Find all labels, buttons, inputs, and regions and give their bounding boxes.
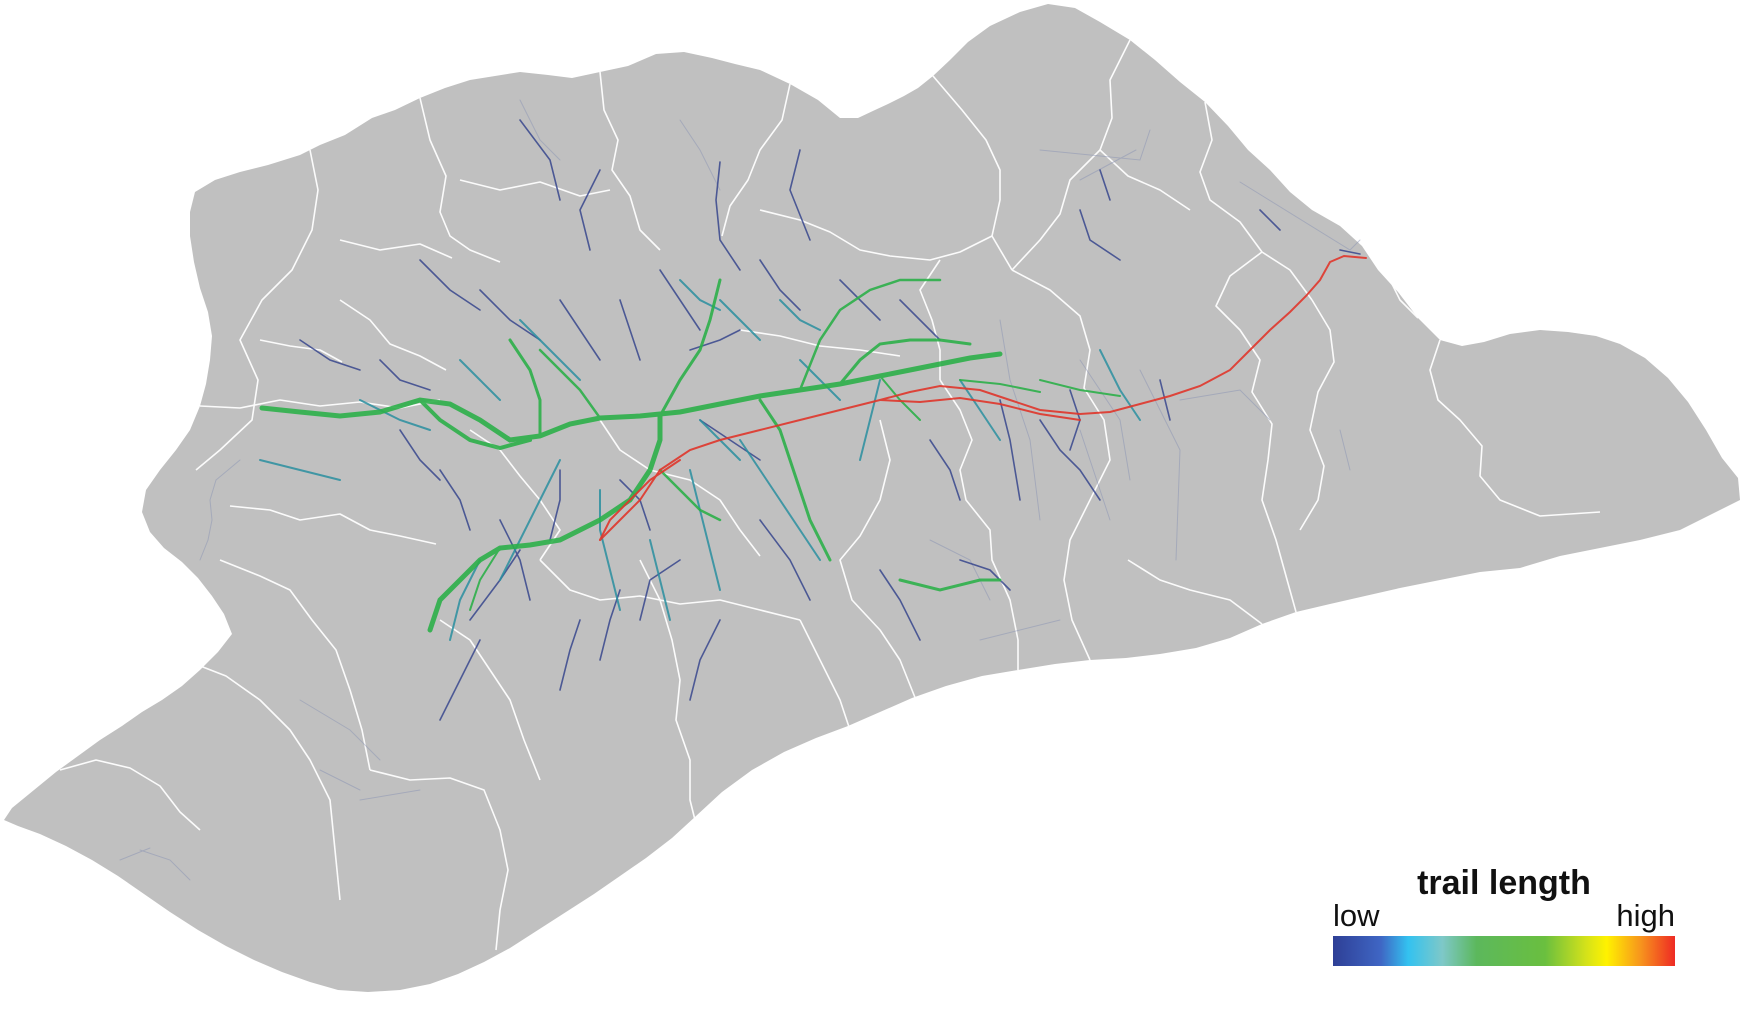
region-fill: [4, 4, 1740, 992]
legend-title: trail length: [1417, 864, 1591, 902]
legend-color-bar: [1333, 936, 1675, 966]
trails-green: [259, 278, 1121, 633]
trails-high: [599, 254, 1367, 541]
legend-high-label: high: [1616, 898, 1675, 933]
trails: [119, 99, 1367, 881]
trails-low: [299, 119, 1361, 721]
legend: trail length low high: [1331, 860, 1677, 972]
region-silhouette: [4, 4, 1740, 992]
trails-faint: [119, 99, 1361, 881]
trails-mid: [259, 279, 1141, 641]
legend-low-label: low: [1333, 898, 1380, 933]
municipality-borders: [59, 39, 1601, 951]
